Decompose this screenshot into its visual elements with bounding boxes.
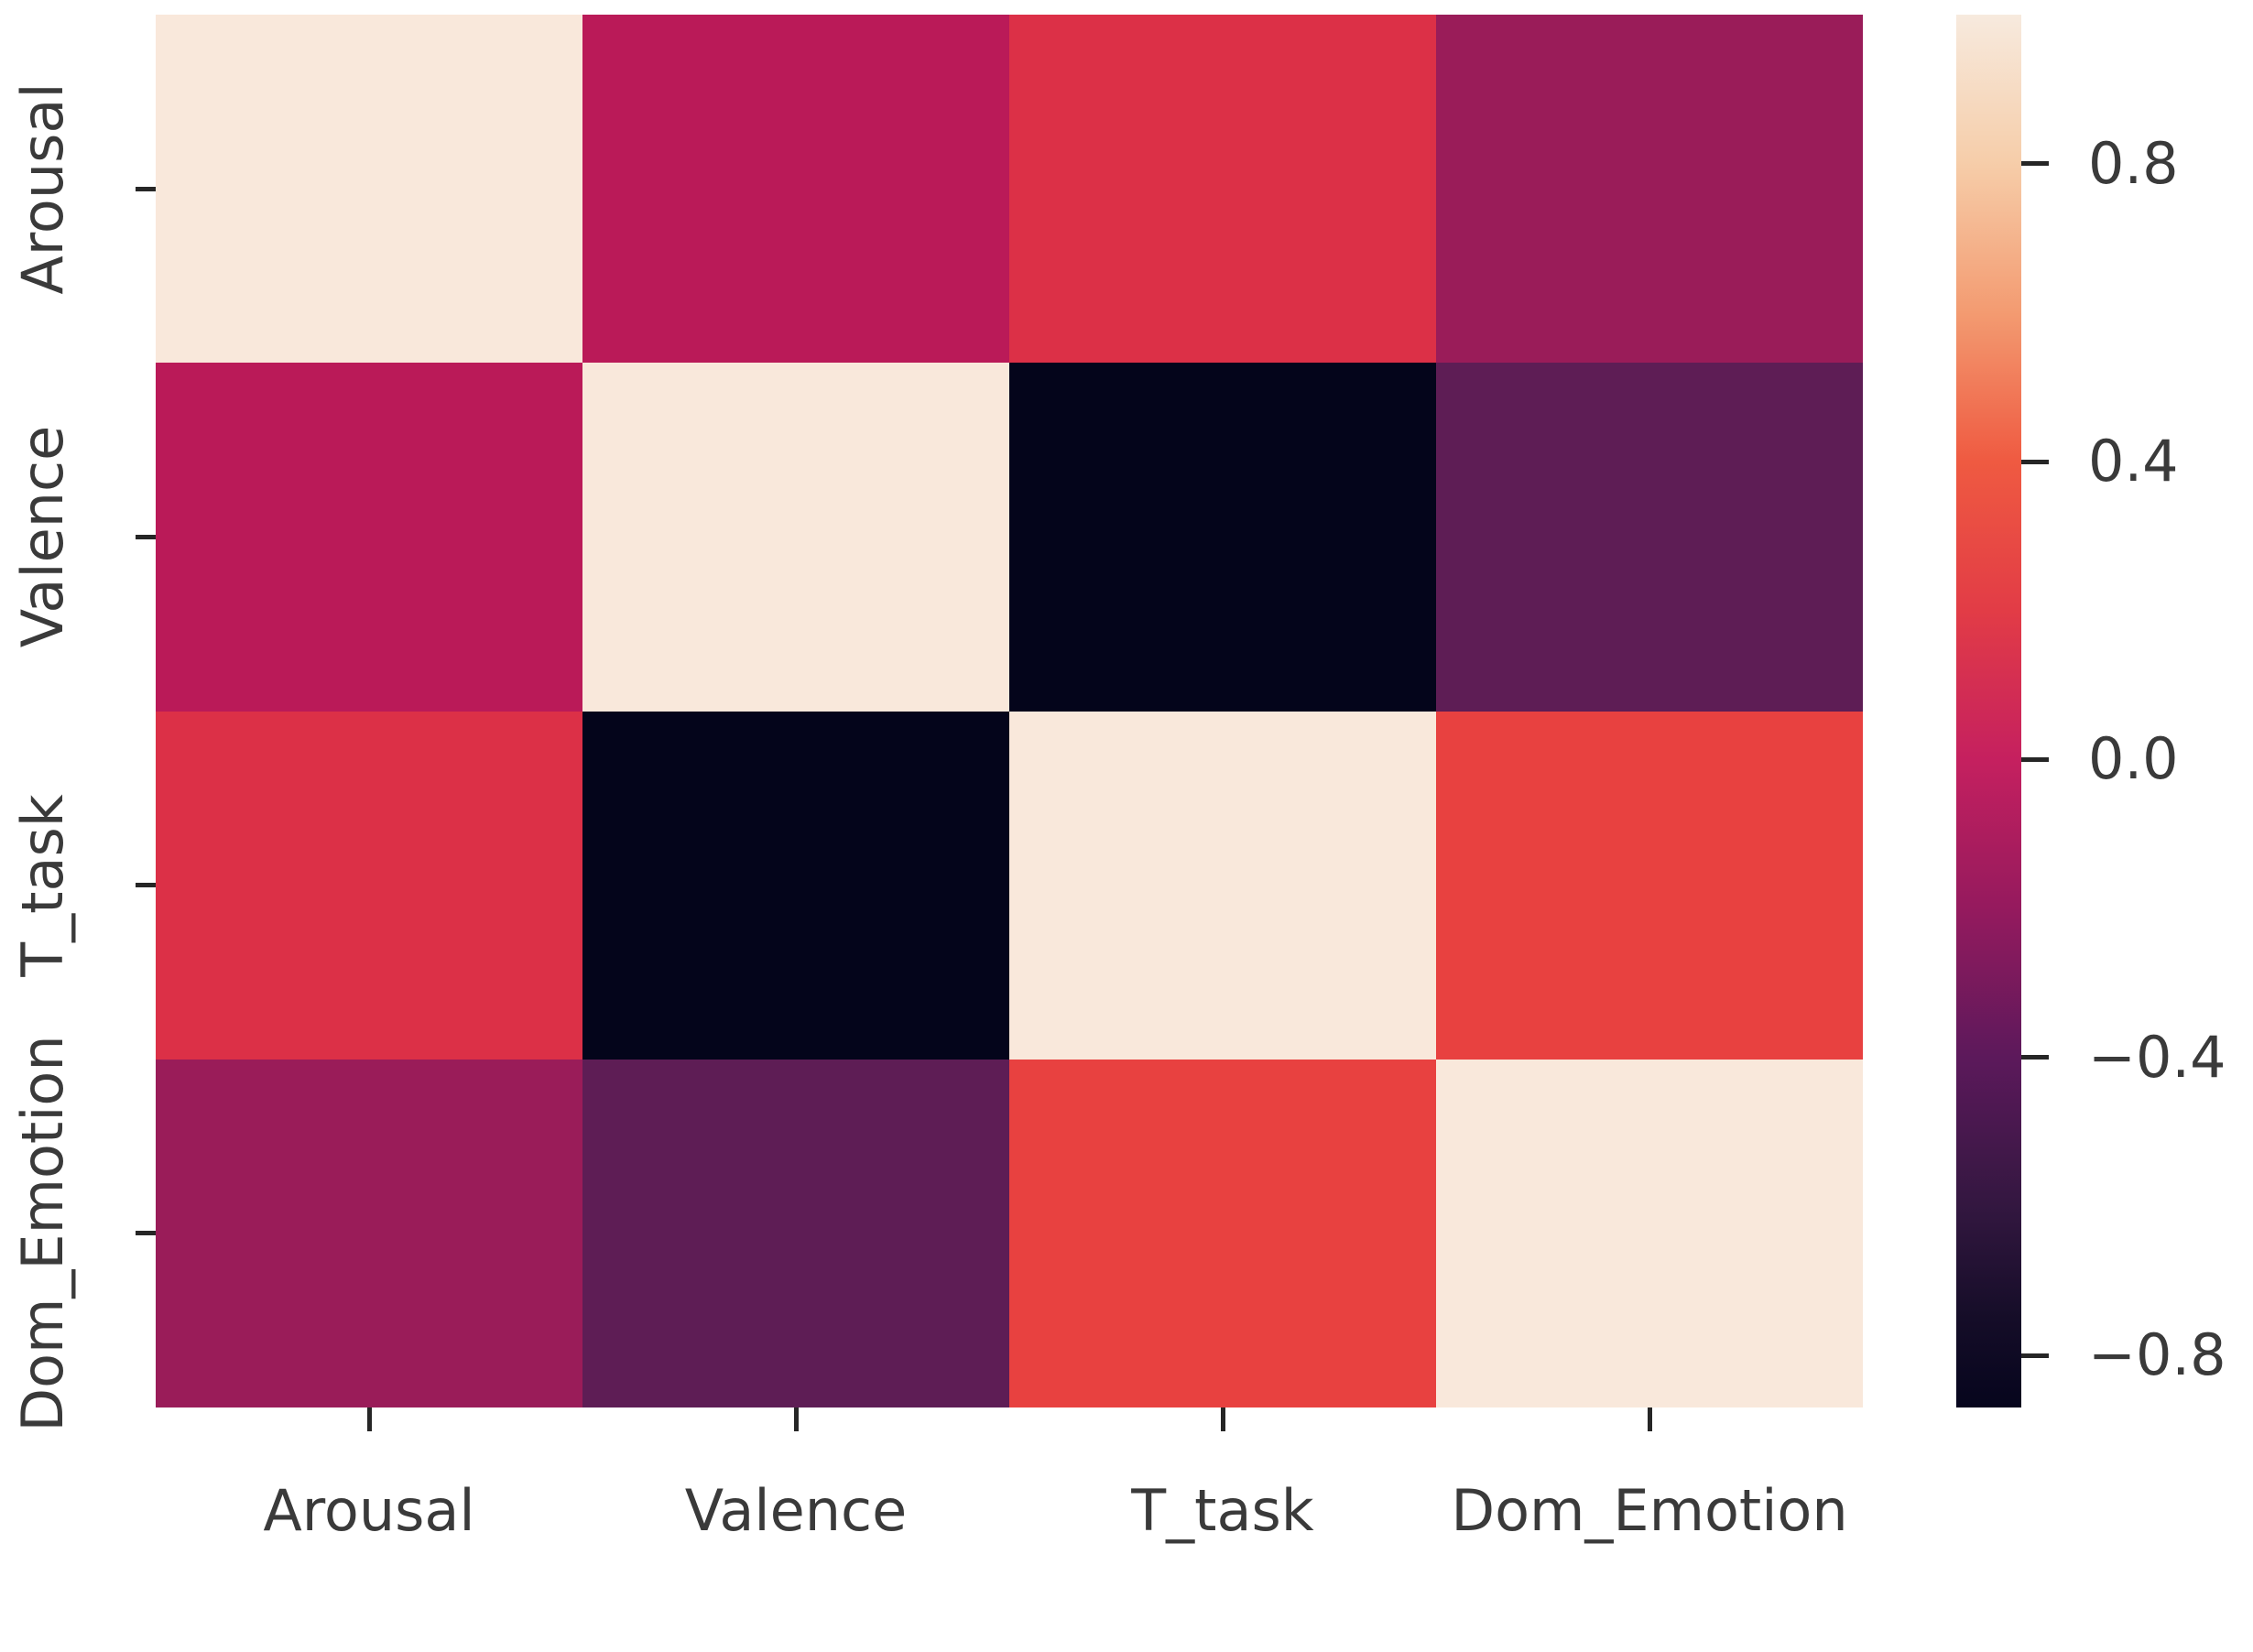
x-tick-mark [793, 1407, 799, 1431]
y-tick-label-Valence: Valence [9, 426, 76, 648]
colorbar-tick-mark [2021, 161, 2049, 167]
heatmap-cell-Dom_Emotion-Arousal [156, 1059, 582, 1407]
y-tick-mark [136, 1231, 156, 1236]
x-tick-label-Arousal: Arousal [263, 1477, 475, 1544]
x-tick-label-Valence: Valence [684, 1477, 908, 1544]
heatmap-cell-Arousal-Valence [582, 15, 1009, 364]
heatmap-cell-Arousal-T_task [1009, 15, 1436, 364]
colorbar-tick-mark [2021, 1055, 2049, 1060]
colorbar-tick-label-−0.8: −0.8 [2088, 1321, 2226, 1389]
heatmap-cell-Arousal-Dom_Emotion [1436, 15, 1863, 364]
colorbar-tick-label-0.8: 0.8 [2088, 129, 2179, 197]
heatmap-cell-T_task-Valence [582, 711, 1009, 1060]
heatmap-cell-Arousal-Arousal [156, 15, 582, 364]
colorbar-tick-label-−0.4: −0.4 [2088, 1023, 2226, 1091]
y-tick-label-T_task: T_task [9, 793, 76, 977]
heatmap-grid [156, 15, 1863, 1407]
heatmap-cell-Valence-Valence [582, 363, 1009, 712]
colorbar [1956, 15, 2021, 1407]
heatmap-cell-T_task-T_task [1009, 711, 1436, 1060]
heatmap-cell-Dom_Emotion-T_task [1009, 1059, 1436, 1407]
heatmap-cell-T_task-Arousal [156, 711, 582, 1060]
colorbar-tick-mark [2021, 459, 2049, 464]
heatmap-cell-Valence-Arousal [156, 363, 582, 712]
colorbar-tick-mark [2021, 756, 2049, 762]
x-tick-mark [366, 1407, 372, 1431]
x-tick-label-Dom_Emotion: Dom_Emotion [1451, 1477, 1848, 1544]
y-tick-mark [136, 883, 156, 888]
heatmap-cell-Valence-Dom_Emotion [1436, 363, 1863, 712]
y-tick-label-Arousal: Arousal [9, 82, 76, 295]
heatmap-cell-Dom_Emotion-Dom_Emotion [1436, 1059, 1863, 1407]
x-tick-mark [1220, 1407, 1225, 1431]
y-tick-label-Dom_Emotion: Dom_Emotion [9, 1035, 76, 1432]
heatmap-cell-T_task-Dom_Emotion [1436, 711, 1863, 1060]
x-tick-label-T_task: T_task [1131, 1477, 1314, 1544]
heatmap-cell-Dom_Emotion-Valence [582, 1059, 1009, 1407]
colorbar-tick-label-0.4: 0.4 [2088, 428, 2179, 495]
y-tick-mark [136, 534, 156, 539]
y-tick-mark [136, 186, 156, 191]
heatmap-cell-Valence-T_task [1009, 363, 1436, 712]
colorbar-tick-label-0.0: 0.0 [2088, 725, 2179, 793]
x-tick-mark [1647, 1407, 1652, 1431]
colorbar-tick-mark [2021, 1353, 2049, 1358]
